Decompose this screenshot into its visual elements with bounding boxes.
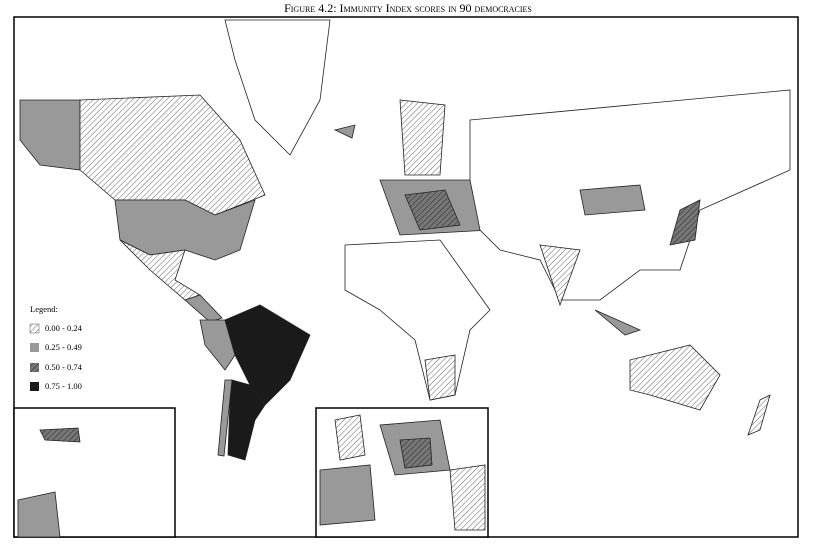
legend-heading: Legend: <box>30 304 58 314</box>
legend-swatch <box>29 323 40 334</box>
inset-europe <box>315 407 489 538</box>
legend-swatch <box>30 363 39 372</box>
legend-swatch <box>30 343 39 352</box>
legend-label: 0.50 - 0.74 <box>45 362 83 372</box>
legend-label: 0.25 - 0.49 <box>45 342 82 352</box>
legend: Legend: 0.00 - 0.24 0.25 - 0.49 0.50 - 0… <box>29 304 83 391</box>
figure-title: Figure 4.2: Immunity Index scores in 90 … <box>284 1 532 15</box>
legend-label: 0.00 - 0.24 <box>45 323 83 333</box>
inset-caribbean <box>13 407 176 538</box>
legend-swatch <box>30 382 39 391</box>
land <box>19 19 791 461</box>
legend-label: 0.75 - 1.00 <box>45 381 82 391</box>
